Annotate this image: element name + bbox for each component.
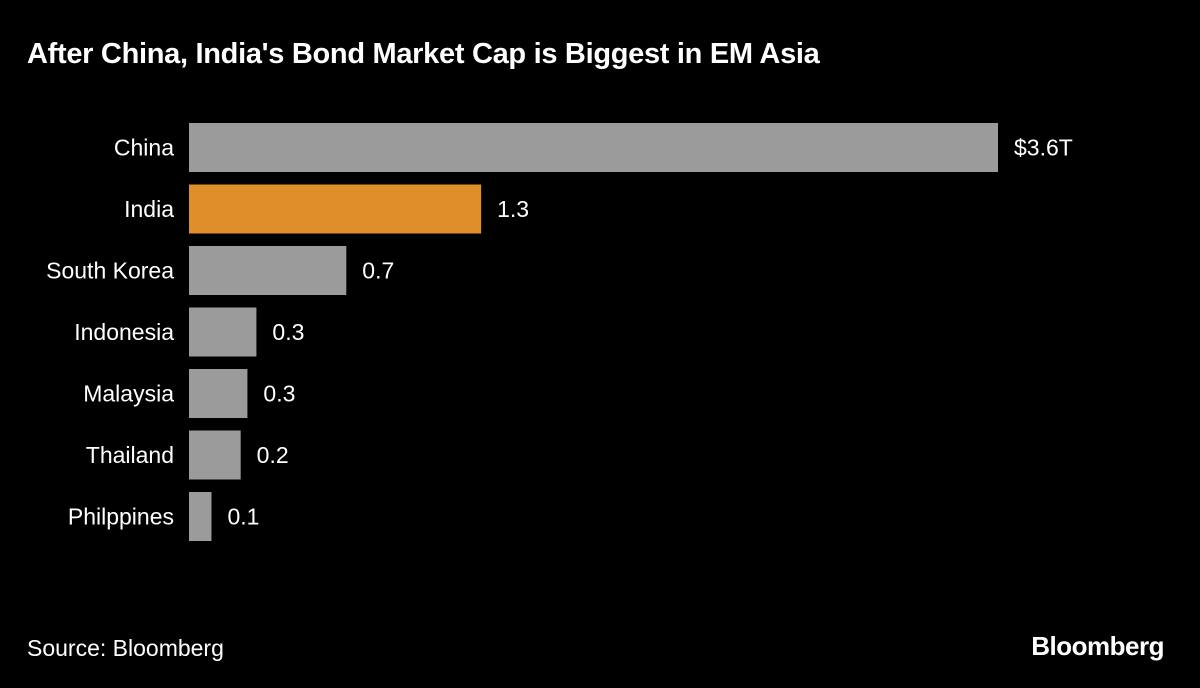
data-label: 1.3 [497, 196, 529, 222]
bar-thailand [189, 430, 241, 480]
category-label: Thailand [86, 442, 174, 468]
bar-india [189, 184, 482, 234]
data-label: $3.6T [1014, 135, 1073, 161]
bar-philppines [189, 492, 212, 541]
category-label: Indonesia [74, 319, 174, 345]
source-note: Source: Bloomberg [27, 635, 224, 661]
category-label: India [124, 196, 174, 222]
data-label: 0.7 [362, 258, 394, 284]
bar-china [189, 123, 998, 172]
category-label: South Korea [46, 258, 174, 284]
data-label: 0.3 [272, 319, 304, 345]
bar-malaysia [189, 369, 248, 418]
category-label: Malaysia [83, 381, 174, 407]
category-label: China [114, 135, 174, 161]
data-label: 0.1 [227, 504, 259, 530]
bloomberg-logo: Bloomberg [1031, 631, 1164, 661]
chart-title: After China, India's Bond Market Cap is … [27, 38, 820, 70]
bar-indonesia [189, 307, 257, 357]
data-label: 0.3 [263, 381, 295, 407]
category-label: Philppines [68, 504, 174, 530]
data-label: 0.2 [257, 442, 289, 468]
bar-south-korea [189, 246, 347, 295]
